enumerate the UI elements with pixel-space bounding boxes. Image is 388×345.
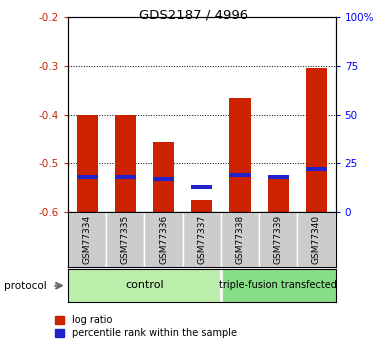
Bar (229, 173, 251, 177)
Bar (68, 212, 106, 267)
Bar (229, 98, 251, 212)
Bar (115, 115, 136, 212)
Text: GSM77337: GSM77337 (197, 215, 206, 264)
Bar (306, 68, 327, 212)
Bar (115, 175, 136, 179)
Text: GSM77335: GSM77335 (121, 215, 130, 264)
Bar (221, 212, 259, 267)
Text: GSM77336: GSM77336 (159, 215, 168, 264)
Bar (144, 212, 183, 267)
Text: GSM77334: GSM77334 (83, 215, 92, 264)
Text: GSM77338: GSM77338 (236, 215, 244, 264)
Bar (76, 175, 97, 179)
Bar (106, 212, 144, 267)
Text: protocol: protocol (4, 281, 47, 290)
Bar (297, 212, 336, 267)
Text: GSM77339: GSM77339 (274, 215, 283, 264)
Bar (268, 175, 289, 179)
Bar (306, 167, 327, 171)
Bar (221, 269, 336, 302)
Bar (153, 141, 174, 212)
Bar (191, 200, 212, 212)
Text: GDS2187 / 4996: GDS2187 / 4996 (139, 9, 249, 22)
Bar (259, 212, 297, 267)
Bar (183, 212, 221, 267)
Bar (68, 269, 221, 302)
Text: triple-fusion transfected: triple-fusion transfected (219, 280, 337, 290)
Bar (191, 185, 212, 189)
Legend: log ratio, percentile rank within the sample: log ratio, percentile rank within the sa… (55, 315, 237, 338)
Bar (268, 176, 289, 212)
Bar (153, 177, 174, 181)
Text: GSM77340: GSM77340 (312, 215, 321, 264)
Bar (76, 115, 97, 212)
Text: control: control (125, 280, 164, 290)
